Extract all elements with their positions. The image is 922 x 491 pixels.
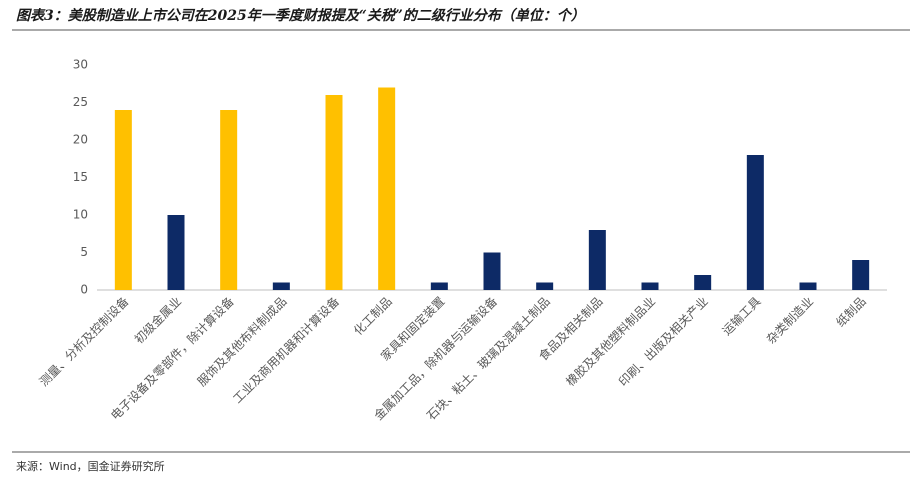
- bar: [220, 110, 238, 290]
- bar: [746, 155, 764, 290]
- y-tick-label: 30: [73, 58, 88, 72]
- bar: [799, 282, 817, 290]
- bar: [167, 215, 185, 290]
- y-tick-label: 15: [73, 170, 88, 184]
- y-tick-label: 5: [80, 245, 88, 259]
- x-tick-label: 运输工具: [719, 294, 764, 339]
- y-tick-label: 0: [80, 283, 88, 297]
- bar: [114, 110, 132, 290]
- x-tick-label: 橡胶及其他塑料制品业: [563, 294, 658, 389]
- bar: [430, 282, 448, 290]
- bar: [378, 87, 396, 290]
- x-tick-label: 测量、分析及控制设备: [37, 294, 132, 389]
- bar: [641, 282, 659, 290]
- y-tick-label: 25: [73, 95, 88, 109]
- bar: [852, 260, 870, 290]
- y-tick-label: 20: [73, 133, 88, 147]
- bar: [694, 275, 712, 290]
- y-tick-label: 10: [73, 208, 88, 222]
- source: 来源：Wind，国金证券研究所: [16, 459, 165, 473]
- bar: [483, 252, 501, 290]
- bar: [536, 282, 554, 290]
- x-tick-label: 化工制品: [351, 294, 395, 338]
- x-tick-label: 纸制品: [833, 294, 868, 329]
- chart-title: 图表3：美股制造业上市公司在2025年一季度财报提及“关税”的二级行业分布（单位…: [16, 7, 585, 24]
- x-tick-label: 工业及商用机器和计算设备: [230, 294, 342, 406]
- x-tick-label: 初级金属业: [131, 294, 184, 347]
- bar: [325, 95, 343, 290]
- bar: [272, 282, 290, 290]
- x-tick-label: 杂类制造业: [764, 294, 816, 346]
- x-tick-label: 服饰及其他布料制成品: [195, 294, 290, 389]
- x-tick-label: 印刷、出版及相关产业: [616, 294, 711, 389]
- bar: [588, 230, 606, 290]
